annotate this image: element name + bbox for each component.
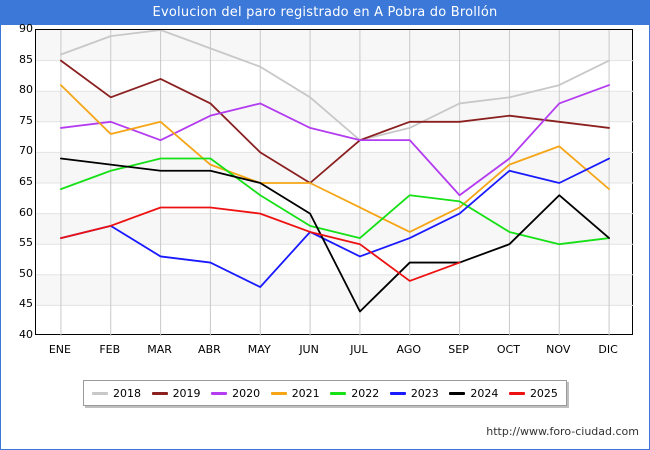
- x-tick-mar: MAR: [147, 343, 172, 356]
- source-url: http://www.foro-ciudad.com: [486, 425, 639, 438]
- series-lines: [60, 30, 610, 313]
- legend-label: 2019: [172, 386, 201, 400]
- series-line-2019: [60, 59, 610, 184]
- y-tick-45: 45: [19, 297, 33, 311]
- x-tick-nov: NOV: [546, 343, 571, 356]
- legend-item-2023[interactable]: 2023: [389, 386, 439, 400]
- y-tick-40: 40: [19, 328, 33, 341]
- x-tick-abr: ABR: [198, 343, 221, 356]
- series-line-2021: [60, 84, 610, 233]
- gridlines: [36, 30, 634, 336]
- series-line-2023: [60, 157, 610, 288]
- x-tick-may: MAY: [247, 343, 271, 356]
- y-tick-70: 70: [19, 144, 33, 158]
- grid-band: [36, 213, 632, 245]
- legend-item-2021[interactable]: 2021: [270, 386, 320, 400]
- legend-swatch-icon: [330, 391, 347, 395]
- chart-legend: 2018 2019 2020 2021 2022 2023 2024 2025: [83, 380, 567, 406]
- grid-band: [36, 274, 632, 306]
- legend-item-2025[interactable]: 2025: [508, 386, 558, 400]
- x-tick-dic: DIC: [598, 343, 618, 356]
- legend-item-2024[interactable]: 2024: [449, 387, 498, 400]
- y-band-stripes: [36, 30, 632, 334]
- x-tick-jun: JUN: [299, 343, 319, 356]
- y-tick-50: 50: [19, 266, 33, 280]
- legend-swatch-icon: [211, 391, 228, 395]
- x-tick-ago: AGO: [396, 343, 421, 356]
- y-tick-85: 85: [19, 52, 33, 66]
- y-tick-60: 60: [19, 205, 33, 219]
- legend-swatch-icon: [508, 391, 525, 395]
- window-title: Evolucion del paro registrado en A Pobra…: [1, 1, 649, 25]
- grid-band: [36, 91, 632, 122]
- series-line-2018: [60, 30, 610, 142]
- y-tick-55: 55: [19, 236, 33, 250]
- legend-label: 2025: [529, 386, 558, 400]
- legend-swatch-icon: [389, 391, 406, 395]
- y-tick-75: 75: [19, 113, 33, 127]
- x-tick-ene: ENE: [48, 343, 71, 356]
- legend-label: 2018: [113, 386, 141, 400]
- plot-container: 90 85 80 75 70 65 60 55 50 45 40 ENE FEB MAR ABR MAY JU…: [1, 22, 649, 365]
- series-line-2022: [60, 157, 610, 246]
- legend-item-2022[interactable]: 2022: [330, 387, 379, 400]
- legend-swatch-icon: [151, 391, 168, 395]
- x-axis-labels: ENE FEB MAR ABR MAY JUN JUL AGO SEP OCT NOV DIC: [35, 339, 633, 361]
- series-line-2025: [60, 206, 461, 282]
- series-line-2024: [60, 157, 610, 313]
- legend-item-2019[interactable]: 2019: [151, 386, 201, 400]
- legend-label: 2021: [291, 386, 320, 400]
- x-tick-sep: SEP: [448, 343, 469, 356]
- legend-swatch-icon: [92, 391, 108, 395]
- x-tick-feb: FEB: [99, 343, 121, 356]
- y-tick-80: 80: [19, 83, 33, 97]
- legend-label: 2020: [232, 386, 261, 400]
- legend-item-2020[interactable]: 2020: [211, 387, 260, 400]
- series-line-2020: [60, 84, 610, 197]
- grid-band: [36, 30, 632, 61]
- legend-swatch-icon: [270, 391, 287, 395]
- legend-label: 2022: [351, 386, 380, 400]
- legend-label: 2023: [410, 386, 439, 400]
- legend-swatch-icon: [449, 391, 466, 395]
- x-tick-jul: JUL: [350, 343, 368, 356]
- y-tick-65: 65: [19, 175, 33, 188]
- legend-label: 2024: [470, 386, 499, 400]
- line-chart-svg: [36, 30, 634, 336]
- y-tick-90: 90: [19, 22, 33, 35]
- x-tick-oct: OCT: [496, 343, 520, 356]
- plot-area: [35, 29, 634, 336]
- y-axis-labels: 90 85 80 75 70 65 60 55 50 45 40: [1, 22, 33, 341]
- legend-item-2018[interactable]: 2018: [92, 387, 141, 400]
